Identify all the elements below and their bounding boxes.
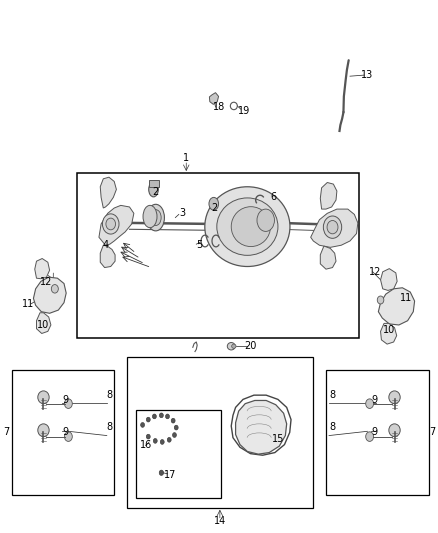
Ellipse shape: [167, 438, 171, 442]
Text: 15: 15: [272, 434, 284, 445]
Text: 13: 13: [361, 70, 374, 80]
Text: 7: 7: [429, 427, 435, 438]
Text: 5: 5: [196, 240, 202, 250]
Ellipse shape: [146, 417, 150, 422]
Ellipse shape: [146, 434, 150, 439]
Polygon shape: [36, 313, 51, 334]
Text: 8: 8: [107, 390, 113, 400]
Ellipse shape: [389, 391, 400, 403]
Ellipse shape: [205, 187, 290, 266]
Ellipse shape: [159, 470, 163, 475]
Ellipse shape: [174, 425, 178, 430]
Text: 8: 8: [329, 390, 336, 400]
Ellipse shape: [153, 439, 157, 443]
Polygon shape: [320, 246, 336, 269]
Ellipse shape: [209, 197, 219, 210]
Ellipse shape: [173, 433, 177, 438]
Ellipse shape: [64, 399, 72, 408]
Bar: [136, 410, 221, 498]
Ellipse shape: [232, 344, 236, 349]
Text: 9: 9: [371, 395, 377, 406]
Text: 8: 8: [329, 422, 336, 432]
Text: 3: 3: [179, 208, 185, 219]
Text: 9: 9: [62, 427, 68, 438]
Polygon shape: [381, 324, 397, 344]
Bar: [127, 357, 313, 508]
Text: 11: 11: [400, 293, 412, 303]
Bar: [77, 173, 359, 338]
Ellipse shape: [231, 207, 271, 247]
Text: 12: 12: [369, 267, 381, 277]
Ellipse shape: [217, 198, 278, 255]
Polygon shape: [320, 182, 337, 209]
Text: 6: 6: [271, 192, 277, 203]
Text: 7: 7: [3, 427, 9, 438]
Ellipse shape: [141, 423, 145, 427]
Polygon shape: [311, 209, 358, 247]
Ellipse shape: [106, 218, 116, 230]
Ellipse shape: [327, 221, 338, 234]
Ellipse shape: [366, 399, 374, 408]
Text: 11: 11: [21, 298, 34, 309]
Text: 8: 8: [107, 422, 113, 432]
Text: 16: 16: [140, 440, 152, 450]
Polygon shape: [33, 277, 66, 313]
Polygon shape: [378, 288, 415, 325]
Ellipse shape: [102, 214, 119, 234]
Text: 14: 14: [214, 515, 226, 526]
Ellipse shape: [38, 391, 49, 403]
Ellipse shape: [143, 205, 157, 228]
Text: 9: 9: [62, 395, 68, 406]
Ellipse shape: [366, 432, 374, 441]
Polygon shape: [381, 269, 397, 290]
Text: 10: 10: [383, 325, 396, 335]
Text: 18: 18: [213, 102, 225, 112]
Text: 4: 4: [102, 240, 109, 250]
Ellipse shape: [149, 182, 158, 197]
Polygon shape: [209, 93, 219, 104]
Text: 2: 2: [212, 203, 218, 213]
Text: 17: 17: [164, 470, 176, 480]
Ellipse shape: [323, 216, 342, 238]
Ellipse shape: [64, 432, 72, 441]
Text: 2: 2: [152, 187, 159, 197]
Ellipse shape: [150, 209, 161, 225]
Polygon shape: [100, 245, 115, 268]
Ellipse shape: [171, 418, 175, 423]
Ellipse shape: [159, 413, 163, 418]
Bar: [12, 370, 114, 495]
Text: 1: 1: [183, 152, 189, 163]
Text: 9: 9: [371, 427, 377, 438]
Polygon shape: [100, 177, 117, 208]
Ellipse shape: [227, 343, 235, 350]
Polygon shape: [35, 259, 49, 279]
Ellipse shape: [257, 209, 275, 231]
Ellipse shape: [152, 414, 156, 419]
Ellipse shape: [160, 440, 164, 445]
Text: 19: 19: [238, 106, 251, 116]
Bar: [326, 370, 428, 495]
Ellipse shape: [38, 424, 49, 437]
Text: 20: 20: [244, 341, 257, 351]
Ellipse shape: [389, 424, 400, 437]
Bar: [149, 180, 159, 187]
Text: 10: 10: [37, 320, 49, 330]
Polygon shape: [236, 400, 287, 454]
Ellipse shape: [377, 296, 384, 304]
Ellipse shape: [147, 204, 164, 231]
Polygon shape: [99, 205, 134, 245]
Ellipse shape: [51, 285, 58, 293]
Ellipse shape: [166, 414, 170, 419]
Text: 12: 12: [40, 278, 53, 287]
